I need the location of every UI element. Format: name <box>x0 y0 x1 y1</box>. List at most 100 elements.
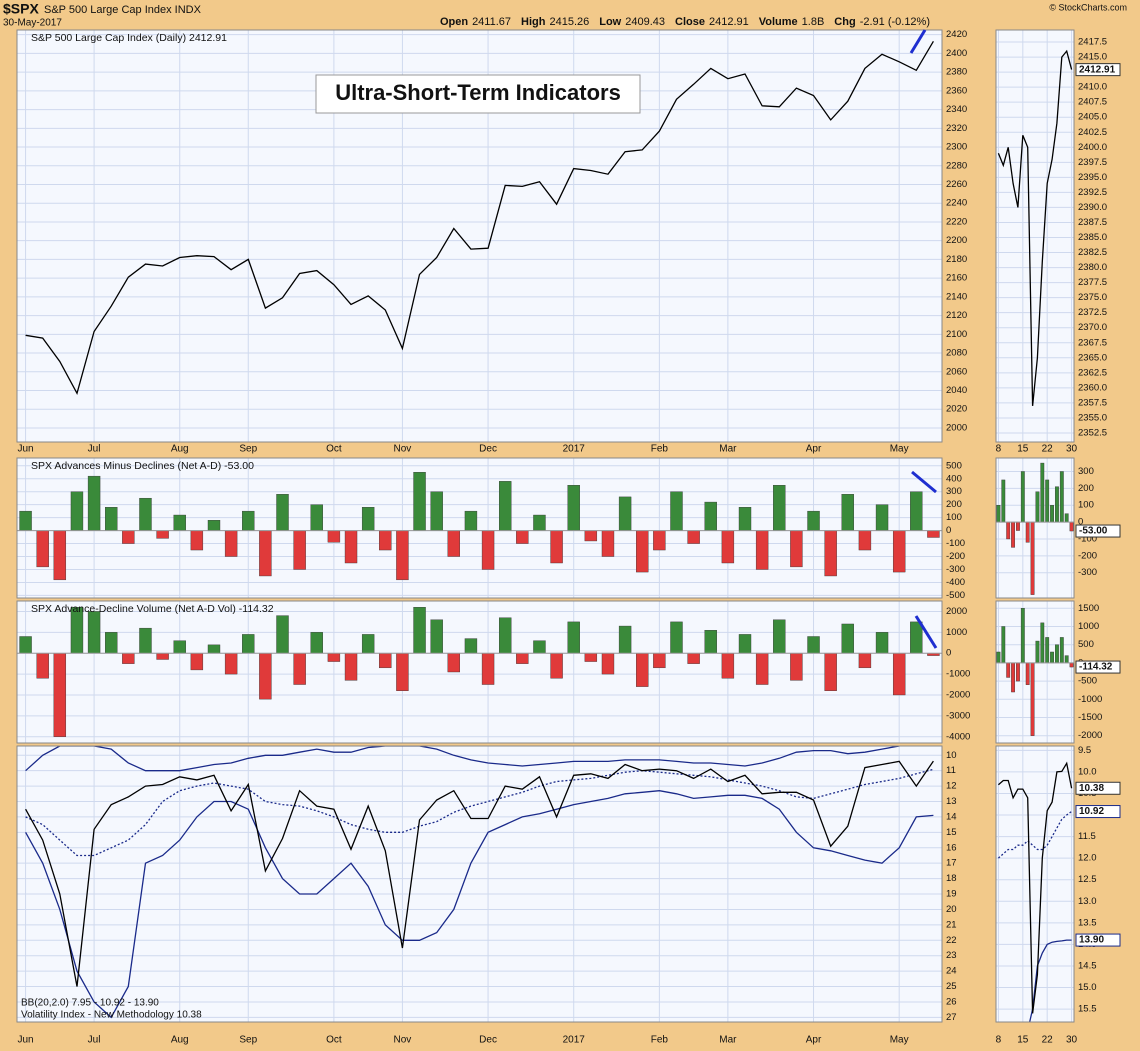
y-tick-label: 2405.0 <box>1078 112 1107 123</box>
bar <box>1064 513 1069 523</box>
y-tick-label: 2380 <box>946 67 967 78</box>
bar <box>361 634 375 654</box>
bar <box>379 653 392 669</box>
y-tick-label: -1000 <box>1078 694 1102 705</box>
bar <box>1055 644 1059 664</box>
x-tick-label: Feb <box>651 444 669 455</box>
bar <box>413 472 426 531</box>
y-tick-label: 300 <box>946 486 962 497</box>
bar <box>1035 640 1040 664</box>
bar <box>156 653 169 660</box>
y-tick-label: 500 <box>946 460 962 471</box>
bar <box>601 530 615 557</box>
plot-border <box>995 457 1075 599</box>
y-tick-label: 21 <box>946 919 957 930</box>
bar <box>53 530 67 581</box>
bar <box>1020 608 1025 664</box>
bar <box>464 510 478 531</box>
band-upper <box>25 746 901 772</box>
y-tick-label: 100 <box>1078 500 1094 511</box>
bar <box>481 653 495 685</box>
y-tick-label: 2372.5 <box>1078 307 1107 318</box>
bar <box>464 638 478 654</box>
y-tick-label: 1500 <box>1078 603 1099 614</box>
y-tick-label: 13.5 <box>1078 917 1097 928</box>
bar <box>310 632 323 654</box>
bar <box>1059 471 1064 523</box>
y-tick-label: -500 <box>946 590 965 601</box>
x-tick-label: Jul <box>88 1035 101 1046</box>
band-lower <box>25 790 934 1019</box>
panels: 2000202020402060208021002120214021602180… <box>16 29 1121 1046</box>
bar <box>87 611 101 654</box>
y-tick-label: 26 <box>946 996 957 1007</box>
plot-border <box>995 600 1075 744</box>
legend-entry: Volatility Index - New Methodology 10.38 <box>21 1010 202 1021</box>
bar <box>824 653 837 691</box>
date: 30-May-2017 <box>3 18 62 29</box>
plot-border <box>16 29 943 443</box>
bar <box>173 514 186 531</box>
bar <box>841 623 854 654</box>
y-tick-label: 2400.0 <box>1078 142 1107 153</box>
bar <box>1025 521 1030 543</box>
y-tick-label: -400 <box>946 577 965 588</box>
bar <box>105 507 118 531</box>
y-tick-label: 500 <box>1078 639 1094 650</box>
y-tick-label: -2000 <box>1078 730 1102 741</box>
y-tick-label: 2402.5 <box>1078 127 1107 138</box>
quote-value: 2411.67 <box>472 16 511 28</box>
bar <box>259 530 272 577</box>
bar <box>653 530 666 551</box>
value-tag <box>1075 805 1121 819</box>
y-tick-label: 200 <box>946 499 962 510</box>
bar <box>224 653 238 675</box>
bar <box>1064 655 1069 664</box>
trend-line <box>911 470 937 494</box>
name: S&P 500 Large Cap Index INDX <box>44 4 202 16</box>
bar <box>773 619 786 654</box>
bar <box>276 494 289 531</box>
x-tick-label: Sep <box>239 1035 257 1046</box>
panel: -2000-1500-1000-500050010001500-114.32 <box>995 600 1121 744</box>
y-tick-label: 100 <box>946 512 962 523</box>
value-tag-label: -53.00 <box>1079 526 1108 537</box>
x-tick-label: May <box>890 1035 909 1046</box>
quote-label: Chg <box>834 16 855 28</box>
x-tick-label: Mar <box>719 444 737 455</box>
bar <box>1040 622 1045 664</box>
bar <box>207 520 221 531</box>
bar <box>773 485 786 531</box>
bar <box>396 530 409 581</box>
bar <box>19 636 32 654</box>
bar <box>36 653 49 679</box>
y-tick-label: 2040 <box>946 385 967 396</box>
bar <box>550 530 563 564</box>
bar <box>36 530 49 568</box>
y-tick-label: 2240 <box>946 198 967 209</box>
bar <box>259 653 272 700</box>
x-tick-label: Apr <box>806 444 822 455</box>
x-tick-label: Nov <box>394 1035 412 1046</box>
plot-border <box>16 457 943 599</box>
bar <box>755 653 769 685</box>
y-tick-label: 2370.0 <box>1078 322 1107 333</box>
plot-area <box>17 601 942 743</box>
y-tick-label: 300 <box>1078 466 1094 477</box>
price-line <box>997 761 1073 1014</box>
plot <box>996 462 1074 595</box>
value-tag-label: 10.38 <box>1079 783 1104 794</box>
bar <box>105 632 118 654</box>
annotation-box <box>315 74 641 114</box>
panel-title: S&P 500 Large Cap Index (Daily) 2412.91 <box>31 32 227 44</box>
x-tick-label: Jun <box>18 1035 34 1046</box>
bar <box>498 481 512 531</box>
bar <box>190 653 204 671</box>
bar <box>927 530 940 538</box>
bar <box>807 636 820 654</box>
y-tick-label: 11.5 <box>1078 831 1096 842</box>
y-tick-label: 1000 <box>946 627 967 638</box>
x-tick-label: 2017 <box>563 1035 586 1046</box>
y-tick-label: -300 <box>946 564 965 575</box>
y-tick-label: 2382.5 <box>1078 247 1107 258</box>
